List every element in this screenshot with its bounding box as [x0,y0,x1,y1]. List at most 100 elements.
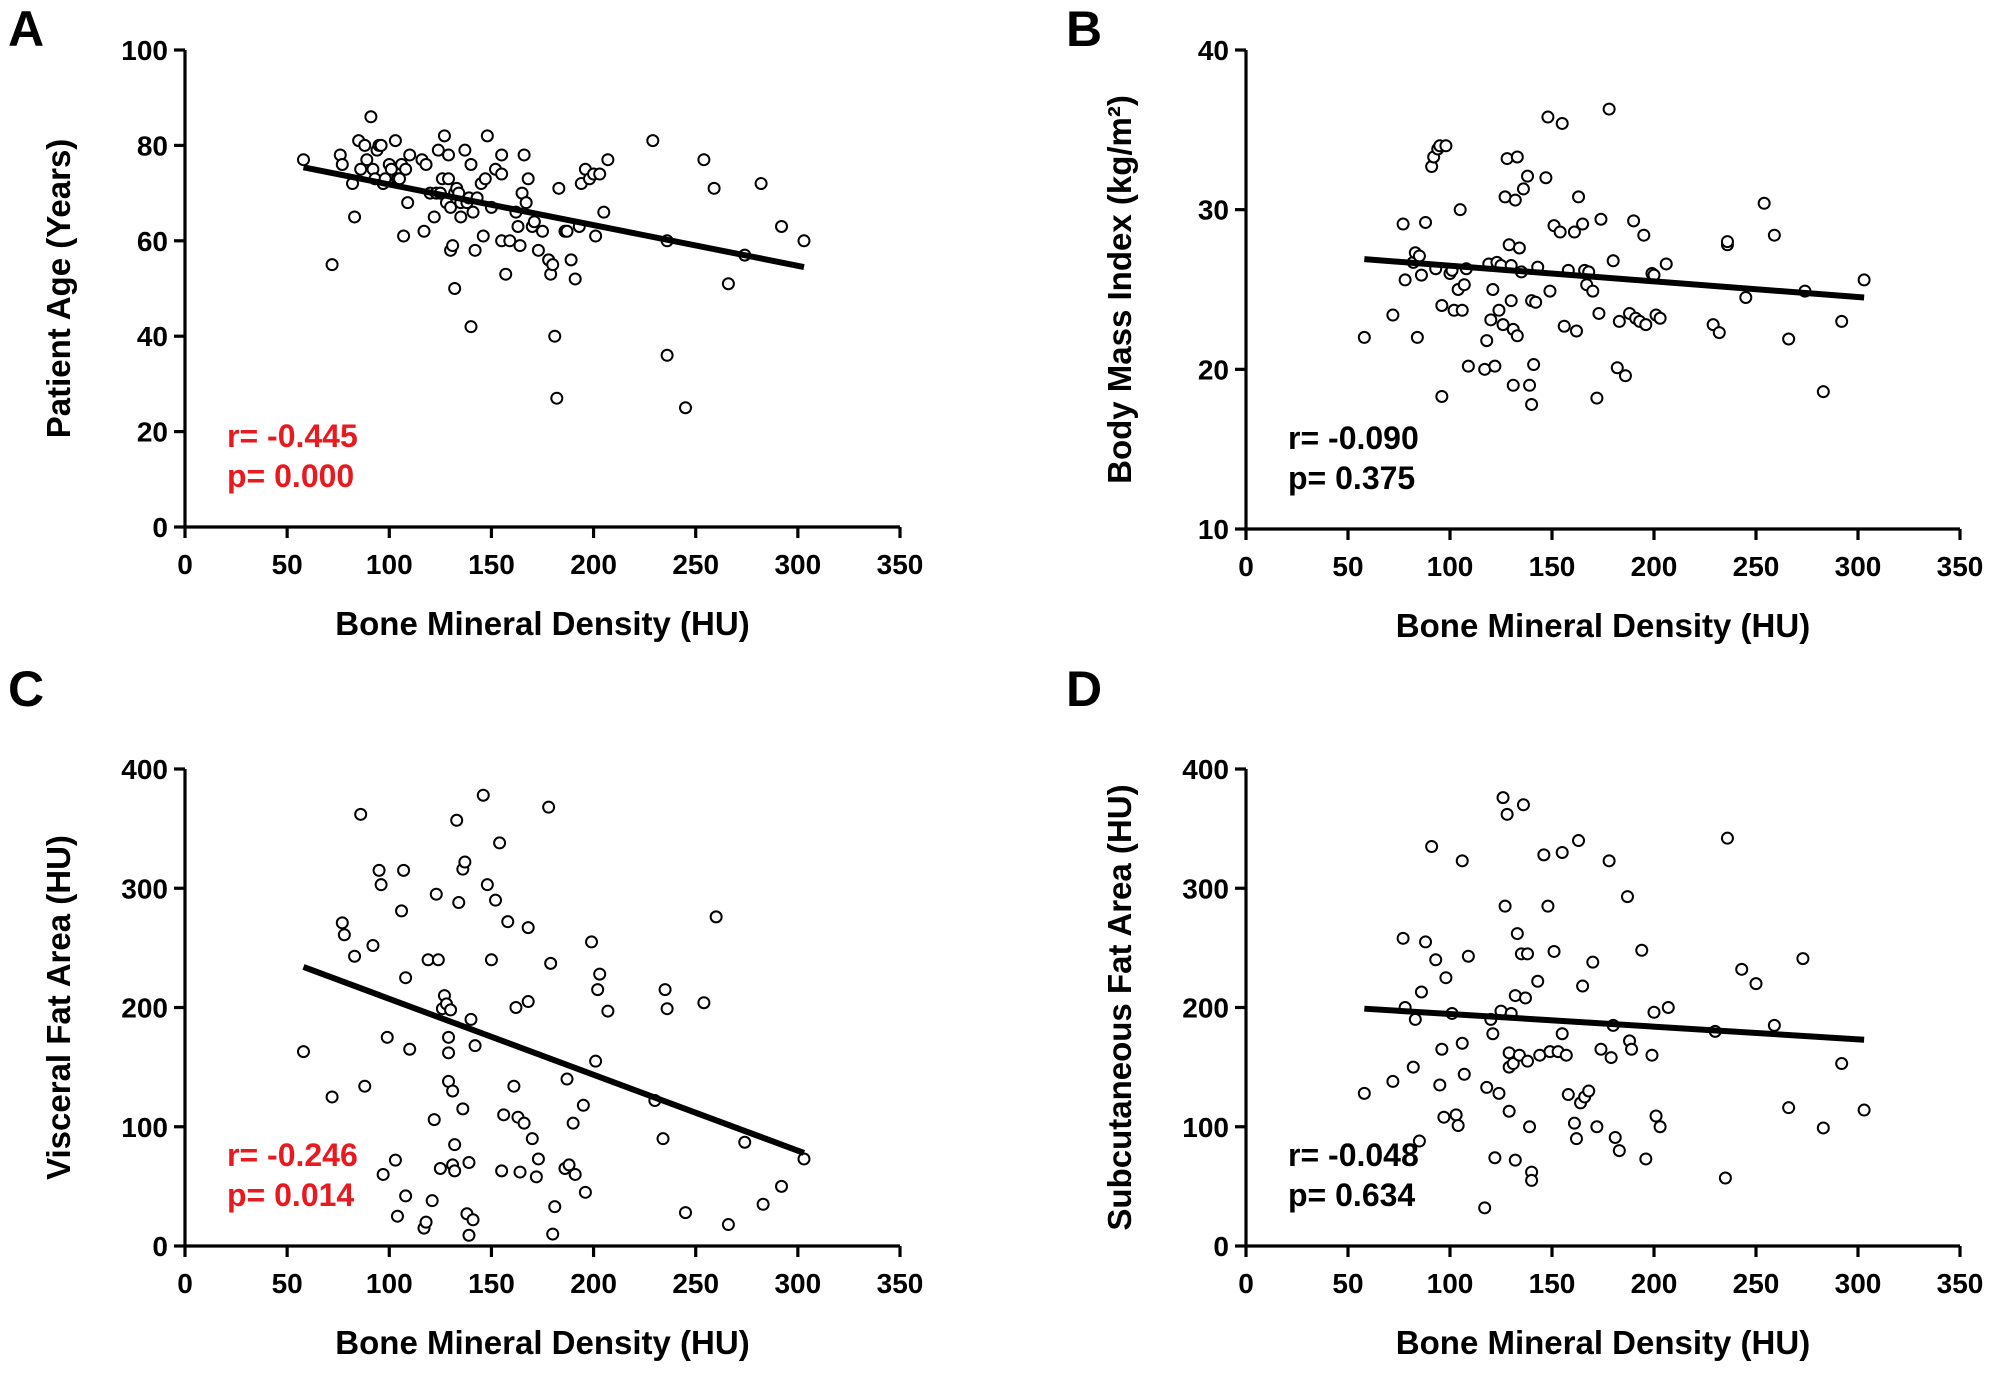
scatter-point [1553,225,1567,239]
scatter-point [1506,1057,1520,1071]
scatter-point [493,836,507,850]
scatter-point [548,1200,562,1214]
scatter-point [1541,110,1555,124]
scatter-point [1488,359,1502,373]
scatter-point [1757,196,1771,210]
scatter-point [797,1152,811,1166]
y-tick-label: 0 [1213,1231,1229,1262]
scatter-point [1555,116,1569,130]
scatter-point [1455,1036,1469,1050]
scatter-point [450,813,464,827]
scatter-point [1486,1027,1500,1041]
x-tick-label: 50 [1332,551,1363,582]
y-tick-label: 60 [137,226,168,257]
y-tick-label: 40 [1198,35,1229,66]
y-axis-title: Body Mass Index (kg/m²) [1101,95,1138,484]
y-axis-title: Patient Age (Years) [40,139,77,439]
scatter-point [395,904,409,918]
x-tick-label: 200 [1631,1268,1678,1299]
scatter-point [576,1098,590,1112]
scatter-point [1484,313,1498,327]
scatter-point [531,243,545,257]
scatter-point [1635,943,1649,957]
scatter-point [1521,947,1535,961]
scatter-point [1555,845,1569,859]
stat-p: p= 0.375 [1288,460,1415,496]
scatter-point [1386,308,1400,322]
scatter-point [542,800,556,814]
x-axis-title: Bone Mineral Density (HU) [1396,1324,1810,1361]
scatter-point [380,1030,394,1044]
scatter-point [513,1165,527,1179]
scatter-point [431,953,445,967]
x-tick-label: 350 [1937,551,1984,582]
scatter-point [1435,298,1449,312]
scatter-point [1486,283,1500,296]
scatter-point [511,219,525,233]
x-tick-label: 300 [1835,551,1882,582]
scatter-point [1412,1134,1426,1148]
scatter-point [1567,225,1581,239]
scatter-point [1782,332,1796,346]
scatter-point [1457,1067,1471,1081]
scatter-point [1523,378,1537,392]
scatter-point [403,1042,417,1056]
scatter-point [1525,397,1539,411]
x-tick-label: 300 [774,549,821,580]
scatter-point [1767,1018,1781,1032]
scatter-point [374,138,388,152]
panel-d: D 0 50 100 150 200 250 300 350 0 100 200 300 400 Bone … [1066,661,1983,1361]
scatter-point [1510,150,1524,164]
scatter-point [1604,1051,1618,1065]
scatter-point [1508,989,1522,1003]
scatter-point [1500,807,1514,821]
scatter-point [546,258,560,272]
scatter-point [335,916,349,930]
scatter-point [1396,931,1410,945]
scatter-point [1439,139,1453,153]
scatter-point [1561,1088,1575,1102]
scatter-point [513,239,527,253]
scatter-point [1627,214,1641,228]
scatter-point [1816,385,1830,399]
scatter-point [521,995,535,1009]
scatter-point [464,1012,478,1026]
scatter-point [797,234,811,248]
scatter-point [456,1102,470,1116]
scatter-point [1567,1116,1581,1130]
scatter-point [591,983,605,997]
scatter-point [1516,798,1530,812]
scatter-point [1410,330,1424,344]
scatter-point [521,921,535,935]
x-tick-label: 0 [1238,1268,1254,1299]
scatter-point [1518,991,1532,1005]
scatter-point [1529,295,1543,309]
scatter-point [775,219,789,233]
scatter-point [1835,1057,1849,1071]
scatter-point [1408,1012,1422,1026]
y-tick-label: 100 [121,1112,168,1143]
scatter-point [444,1003,458,1017]
scatter-point [1720,235,1734,249]
stat-p: p= 0.634 [1288,1177,1415,1213]
scatter-point [348,949,362,963]
scatter-point [1521,169,1535,183]
scatter-point [458,143,472,157]
scatter-point [337,928,351,942]
x-tick-label: 200 [570,1268,617,1299]
scatter-point [529,1170,543,1184]
regression-line [1364,1005,1865,1043]
scatter-point [1414,268,1428,282]
scatter-point [562,1158,576,1172]
scatter-point [1610,361,1624,375]
x-tick-label: 350 [1937,1268,1984,1299]
scatter-point [1357,330,1371,344]
scatter-point [495,148,509,162]
stat-r: r= -0.048 [1288,1137,1419,1173]
scatter-point [1425,840,1439,854]
scatter-point [448,1164,462,1178]
scatter-point [1572,834,1586,848]
scatter-point [1541,899,1555,913]
scatter-point [546,1227,560,1241]
scatter-point [754,177,768,191]
